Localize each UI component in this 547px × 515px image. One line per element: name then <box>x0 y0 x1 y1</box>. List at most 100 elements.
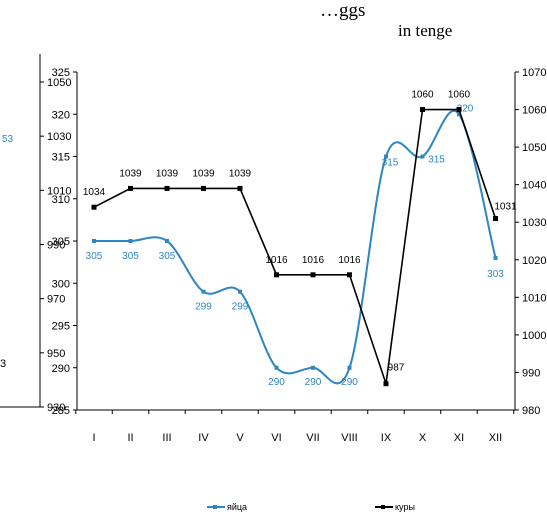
eggs-data-label: 303 <box>487 269 504 280</box>
chickens-point <box>383 381 389 387</box>
chickens-point <box>347 272 352 278</box>
chickens-data-label: 1060 <box>411 90 434 101</box>
chickens-data-label: 1031 <box>494 201 517 212</box>
eggs-data-label: 305 <box>86 251 103 262</box>
x-tick-label: I <box>92 432 95 444</box>
right-tick-label: 1020 <box>522 255 546 267</box>
chickens-point <box>420 107 425 113</box>
chickens-point <box>164 185 170 191</box>
chickens-data-label: 1034 <box>83 187 106 198</box>
right-tick-label: 980 <box>522 405 540 417</box>
chickens-data-label: 1039 <box>156 168 179 179</box>
chickens-point <box>91 204 97 210</box>
eggs-point <box>238 289 242 294</box>
chickens-data-label: 987 <box>388 363 405 374</box>
eggs-point <box>128 239 133 243</box>
chart-title: …ggs <box>320 0 365 21</box>
x-tick-label: II <box>127 432 133 444</box>
right-tick-label: 1050 <box>522 142 546 154</box>
chickens-data-label: 1016 <box>302 255 325 266</box>
left-tick-label: 325 <box>52 67 70 79</box>
left-tick-label: 320 <box>52 109 70 121</box>
eggs-data-label: 305 <box>122 251 139 262</box>
outer-far-left-fragment: 3 <box>0 358 6 370</box>
eggs-data-label: 299 <box>195 302 212 313</box>
eggs-point <box>457 112 461 117</box>
legend-item-eggs: яйца <box>207 502 247 512</box>
left-tick-label: 310 <box>52 194 70 206</box>
chickens-data-label: 1039 <box>229 168 252 179</box>
outer-tick-label: 950 <box>47 348 65 360</box>
legend-label-eggs: яйца <box>227 502 247 512</box>
eggs-data-label: 290 <box>341 377 358 388</box>
chickens-point <box>493 215 498 221</box>
outer-tick-label: 1010 <box>47 185 71 197</box>
x-tick-label: IX <box>381 432 392 444</box>
right-tick-label: 1060 <box>522 105 546 117</box>
chickens-data-label: 1016 <box>338 255 361 266</box>
x-tick-label: IV <box>198 432 209 444</box>
legend-label-chickens: куры <box>395 502 415 512</box>
right-tick-label: 1070 <box>522 67 546 79</box>
x-tick-label: VI <box>271 432 281 444</box>
chickens-point <box>456 107 462 113</box>
outer-tick-label: 970 <box>47 294 65 306</box>
eggs-point <box>311 365 315 370</box>
left-tick-label: 300 <box>52 278 70 290</box>
chickens-point <box>310 272 316 278</box>
eggs-point <box>274 365 279 370</box>
x-tick-label: X <box>419 432 427 444</box>
unit-note: in tenge <box>398 21 452 40</box>
right-tick-label: 1010 <box>522 292 546 304</box>
x-tick-label: XI <box>454 432 464 444</box>
legend: яйца куры <box>207 502 415 512</box>
legend-item-chickens: куры <box>375 502 415 512</box>
right-tick-label: 1040 <box>522 180 546 192</box>
right-axis: 980 990 1000 1010 1020 1030 1040 1050 1060 1070 <box>514 67 546 417</box>
right-tick-label: 1000 <box>522 330 546 342</box>
eggs-data-label: 299 <box>232 302 249 313</box>
outer-tick-label: 930 <box>47 402 65 414</box>
chickens-point <box>128 185 133 191</box>
outer-tick-label: 990 <box>47 240 65 252</box>
left-axis: 285 290 295 300 305 310 315 320 325 <box>52 67 78 417</box>
chickens-series-line <box>93 108 497 384</box>
left-tick-label: 290 <box>52 363 70 375</box>
left-tick-label: 305 <box>52 236 70 248</box>
eggs-data-label: 315 <box>428 155 445 166</box>
eggs-point <box>493 255 498 260</box>
x-tick-label: III <box>162 432 171 444</box>
eggs-point <box>92 239 96 243</box>
chickens-point <box>274 272 279 278</box>
chickens-point <box>201 185 206 191</box>
x-axis: I II III IV V VI VII VIII IX X XI XII <box>75 409 515 444</box>
x-tick-label: XII <box>489 432 502 444</box>
chickens-data-label: 1039 <box>119 168 142 179</box>
right-tick-label: 990 <box>522 367 540 379</box>
outer-left-axis: 930 950 970 990 1010 1030 1050 53 3 <box>0 54 71 414</box>
outer-tick-label: 1030 <box>47 131 71 143</box>
eggs-point <box>201 289 206 294</box>
chickens-point <box>237 185 243 191</box>
chickens-data-label: 1039 <box>192 168 215 179</box>
chickens-data-label: 1016 <box>265 255 288 266</box>
eggs-data-label: 290 <box>268 377 285 388</box>
outer-blue-fragment: 53 <box>2 134 14 145</box>
chickens-data-label: 1060 <box>448 90 471 101</box>
x-tick-label: V <box>236 432 244 444</box>
eggs-point <box>384 154 388 159</box>
eggs-point <box>347 365 352 370</box>
eggs-data-label: 290 <box>305 377 322 388</box>
x-tick-label: VIII <box>341 432 358 444</box>
left-tick-label: 285 <box>52 405 70 417</box>
eggs-point <box>420 154 425 159</box>
right-tick-label: 1030 <box>522 217 546 229</box>
series-layer: 305 305 305 299 299 290 290 290 315 315 320 303 1034… <box>83 90 517 388</box>
left-tick-label: 315 <box>52 152 70 164</box>
eggs-data-label: 320 <box>457 103 474 114</box>
eggs-series-line <box>94 110 497 385</box>
eggs-data-label: 315 <box>382 158 399 169</box>
left-tick-label: 295 <box>52 321 70 333</box>
eggs-point <box>165 239 169 243</box>
